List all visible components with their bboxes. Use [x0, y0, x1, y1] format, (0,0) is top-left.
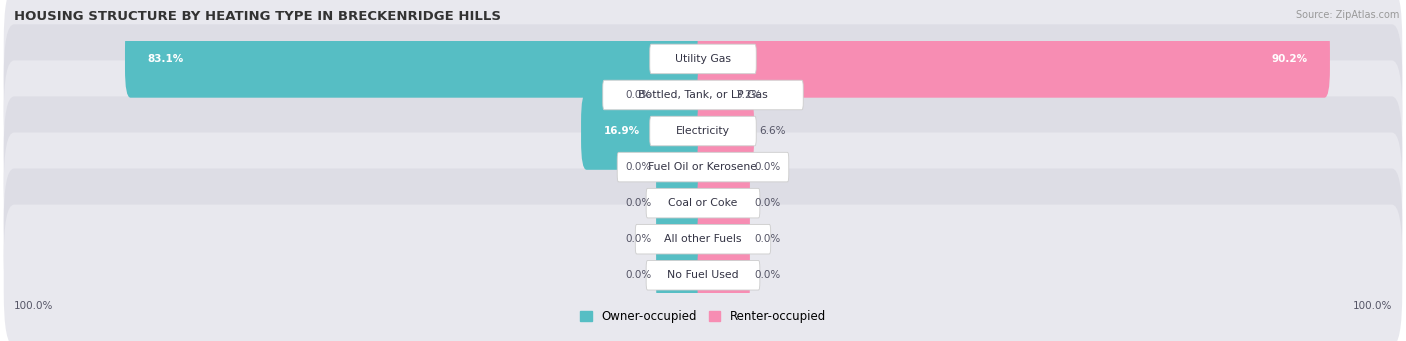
- Text: 6.6%: 6.6%: [759, 126, 786, 136]
- FancyBboxPatch shape: [4, 205, 1402, 341]
- Text: 0.0%: 0.0%: [626, 90, 651, 100]
- FancyBboxPatch shape: [4, 60, 1402, 202]
- FancyBboxPatch shape: [4, 133, 1402, 274]
- FancyBboxPatch shape: [657, 164, 709, 242]
- Text: 100.0%: 100.0%: [1353, 301, 1392, 311]
- FancyBboxPatch shape: [697, 20, 1330, 98]
- FancyBboxPatch shape: [581, 92, 709, 170]
- FancyBboxPatch shape: [636, 224, 770, 254]
- Text: Electricity: Electricity: [676, 126, 730, 136]
- Text: All other Fuels: All other Fuels: [664, 234, 742, 244]
- Text: 100.0%: 100.0%: [14, 301, 53, 311]
- FancyBboxPatch shape: [697, 56, 731, 134]
- Text: HOUSING STRUCTURE BY HEATING TYPE IN BRECKENRIDGE HILLS: HOUSING STRUCTURE BY HEATING TYPE IN BRE…: [14, 10, 501, 23]
- FancyBboxPatch shape: [657, 56, 709, 134]
- Text: Utility Gas: Utility Gas: [675, 54, 731, 64]
- Text: 16.9%: 16.9%: [603, 126, 640, 136]
- FancyBboxPatch shape: [697, 128, 749, 206]
- FancyBboxPatch shape: [657, 128, 709, 206]
- Text: 0.0%: 0.0%: [626, 198, 651, 208]
- Text: 3.2%: 3.2%: [735, 90, 762, 100]
- FancyBboxPatch shape: [647, 188, 759, 218]
- FancyBboxPatch shape: [4, 24, 1402, 166]
- FancyBboxPatch shape: [697, 201, 749, 278]
- FancyBboxPatch shape: [603, 80, 803, 110]
- FancyBboxPatch shape: [697, 164, 749, 242]
- Text: Bottled, Tank, or LP Gas: Bottled, Tank, or LP Gas: [638, 90, 768, 100]
- Text: 83.1%: 83.1%: [148, 54, 184, 64]
- FancyBboxPatch shape: [4, 0, 1402, 130]
- Text: Fuel Oil or Kerosene: Fuel Oil or Kerosene: [648, 162, 758, 172]
- FancyBboxPatch shape: [650, 116, 756, 146]
- Text: Coal or Coke: Coal or Coke: [668, 198, 738, 208]
- FancyBboxPatch shape: [657, 237, 709, 314]
- FancyBboxPatch shape: [697, 92, 754, 170]
- Text: 0.0%: 0.0%: [626, 234, 651, 244]
- FancyBboxPatch shape: [647, 261, 759, 290]
- FancyBboxPatch shape: [650, 44, 756, 74]
- FancyBboxPatch shape: [617, 152, 789, 182]
- Text: 0.0%: 0.0%: [755, 162, 780, 172]
- Text: 90.2%: 90.2%: [1271, 54, 1308, 64]
- FancyBboxPatch shape: [4, 168, 1402, 310]
- Text: 0.0%: 0.0%: [755, 198, 780, 208]
- Text: 0.0%: 0.0%: [626, 270, 651, 280]
- FancyBboxPatch shape: [657, 201, 709, 278]
- Text: Source: ZipAtlas.com: Source: ZipAtlas.com: [1295, 10, 1399, 20]
- Text: 0.0%: 0.0%: [755, 270, 780, 280]
- FancyBboxPatch shape: [4, 97, 1402, 238]
- FancyBboxPatch shape: [125, 20, 709, 98]
- Legend: Owner-occupied, Renter-occupied: Owner-occupied, Renter-occupied: [575, 305, 831, 328]
- Text: 0.0%: 0.0%: [626, 162, 651, 172]
- Text: 0.0%: 0.0%: [755, 234, 780, 244]
- FancyBboxPatch shape: [697, 237, 749, 314]
- Text: No Fuel Used: No Fuel Used: [668, 270, 738, 280]
